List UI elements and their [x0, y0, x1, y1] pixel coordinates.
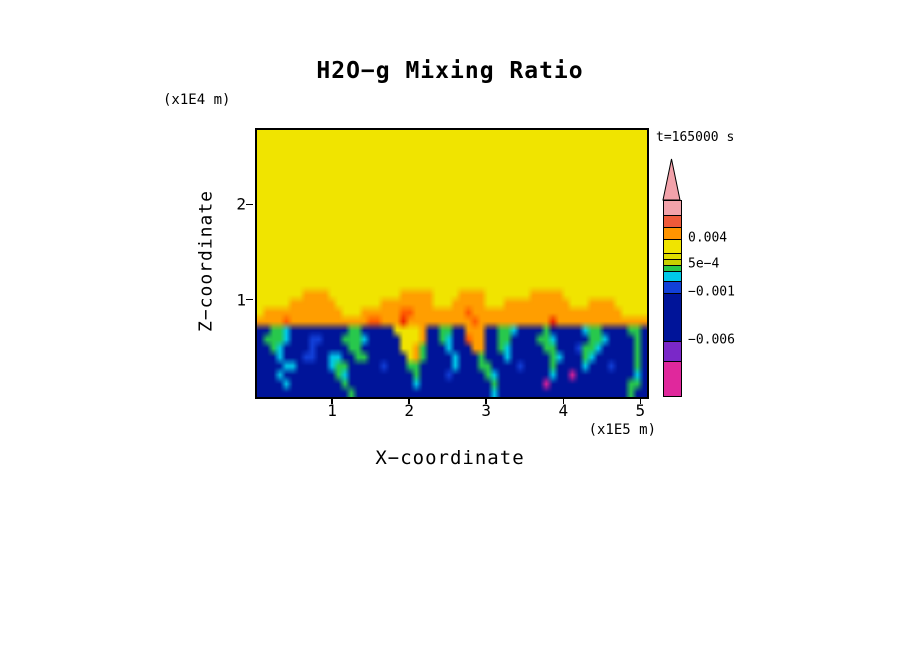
colorbar-label-neg0001: −0.001: [688, 284, 735, 300]
colorbar-segment: [664, 201, 681, 215]
x-tick-label-3: 3: [481, 401, 492, 420]
z-axis-title: Z−coordinate: [195, 189, 217, 333]
colorbar-segment: [664, 341, 681, 361]
axis-tick-mark: [246, 298, 253, 301]
plot-frame: [255, 128, 649, 399]
colorbar-segment: [664, 281, 681, 293]
axis-tick-mark: [408, 397, 410, 404]
z-tick-label-2: 2: [236, 194, 246, 214]
x-tick-label-4: 4: [558, 401, 569, 420]
chart-title: H2O−g Mixing Ratio: [316, 58, 584, 84]
x-tick-label-2: 2: [404, 401, 414, 420]
x-tick-label-1: 1: [327, 401, 337, 420]
colorbar: [663, 200, 682, 397]
timestamp-label: t=165000 s: [656, 130, 735, 145]
axis-tick-mark: [485, 397, 487, 404]
x-axis-title: X−coordinate: [375, 447, 525, 469]
colorbar-arrow-tip: [662, 158, 681, 201]
colorbar-segment: [664, 259, 681, 265]
colorbar-segment: [664, 227, 681, 239]
colorbar-segment: [664, 271, 681, 281]
colorbar-segment: [664, 239, 681, 253]
colorbar-segment: [664, 293, 681, 341]
colorbar-label-0004: 0.004: [688, 230, 728, 246]
colorbar-segment: [664, 215, 681, 227]
z-axis-unit-label: (x1E4 m): [163, 92, 231, 108]
colorbar-segment: [664, 361, 681, 396]
colorbar-segment: [664, 253, 681, 259]
colorbar-label-5e-4: 5e−4: [688, 256, 720, 272]
axis-tick-mark: [639, 397, 642, 404]
z-tick-label-1: 1: [236, 290, 246, 310]
axis-tick-mark: [331, 397, 333, 404]
heatmap-canvas: [257, 130, 647, 397]
x-tick-label-5: 5: [635, 401, 646, 420]
x-axis-unit-label: (x1E5 m): [588, 422, 656, 438]
axis-tick-mark: [246, 203, 253, 206]
axis-tick-mark: [562, 397, 565, 404]
colorbar-segment: [664, 265, 681, 271]
colorbar-arrow: [662, 158, 681, 201]
colorbar-label-neg0006: −0.006: [688, 332, 735, 348]
